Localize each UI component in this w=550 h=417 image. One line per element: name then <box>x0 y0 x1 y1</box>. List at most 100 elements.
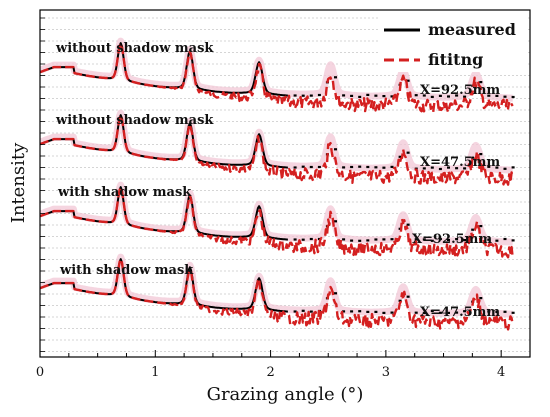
plot-frame <box>39 9 531 358</box>
panel-curves <box>40 109 516 187</box>
legend-measured-label: measured <box>428 20 516 39</box>
measured-point <box>366 239 370 242</box>
measured-point <box>309 165 313 169</box>
panel-position-label: X=47.5mm <box>420 155 500 170</box>
panel-position-label: X=92.5mm <box>420 83 500 98</box>
measured-point <box>366 93 370 96</box>
measured-point <box>511 95 515 99</box>
panel-curves <box>40 253 516 331</box>
x-tick-label: 1 <box>151 365 159 380</box>
measured-point <box>430 309 434 312</box>
panel-curves <box>40 181 516 259</box>
measured-point <box>334 76 337 79</box>
measured-point <box>487 238 491 241</box>
measured-point <box>495 94 499 97</box>
measured-point <box>390 165 394 168</box>
measured-point <box>366 310 370 313</box>
measured-point <box>342 94 346 97</box>
measured-point <box>293 166 297 169</box>
measured-point <box>293 238 297 241</box>
measured-point <box>358 239 362 242</box>
measured-point <box>422 311 426 315</box>
panel-condition-label: with shadow mask <box>57 185 192 200</box>
measured-point <box>374 94 378 97</box>
measured-point <box>301 94 305 97</box>
measured-point <box>503 310 507 313</box>
measured-point <box>511 239 515 242</box>
measured-point <box>374 166 378 169</box>
measured-point <box>301 165 305 168</box>
fitting-series <box>40 113 514 187</box>
measured-point <box>414 238 418 241</box>
measured-point <box>342 166 346 169</box>
measured-point <box>358 95 362 98</box>
measured-point <box>503 237 507 241</box>
measured-point <box>301 238 305 241</box>
measured-point <box>406 223 410 226</box>
measured-point <box>430 239 434 242</box>
measured-point <box>358 165 362 168</box>
measured-point <box>350 239 354 242</box>
y-axis-title: Intensity <box>8 142 29 223</box>
x-tick-label: 3 <box>382 365 390 380</box>
measured-point <box>447 238 450 241</box>
measured-point <box>495 310 499 313</box>
measured-point <box>503 95 507 98</box>
measured-point <box>309 310 313 313</box>
measured-point <box>398 155 402 158</box>
measured-point <box>471 228 475 231</box>
measured-point <box>438 311 442 314</box>
measured-point <box>422 238 426 241</box>
measured-point <box>374 238 378 241</box>
measured-point <box>350 165 354 169</box>
measured-point <box>422 94 426 97</box>
measured-point <box>334 148 337 151</box>
measured-point <box>511 311 515 314</box>
measured-point <box>309 94 313 97</box>
measured-point <box>447 166 450 169</box>
measured-point <box>447 95 450 98</box>
measured-point <box>438 94 442 97</box>
legend: measured fititng <box>378 14 528 72</box>
measured-point <box>438 237 442 241</box>
measured-point <box>455 94 459 97</box>
measured-point <box>495 239 499 242</box>
x-tick-label: 4 <box>497 365 505 380</box>
x-axis-title: Grazing angle (°) <box>207 384 364 405</box>
measured-point <box>334 220 337 223</box>
fitting-series <box>40 185 514 259</box>
measured-point <box>414 311 418 314</box>
measured-point <box>406 79 410 82</box>
measured-point <box>366 165 370 169</box>
measured-point <box>390 95 394 98</box>
measured-point <box>390 238 394 241</box>
measured-point <box>358 310 362 313</box>
measured-point <box>487 165 491 168</box>
fitting-series <box>40 41 514 114</box>
measured-point <box>390 311 394 314</box>
data-curves <box>40 37 516 331</box>
measured-point <box>511 166 515 169</box>
measured-point <box>301 309 305 312</box>
measured-point <box>398 299 402 302</box>
measured-point <box>422 167 426 170</box>
measured-point <box>479 297 483 300</box>
measured-point <box>463 95 467 98</box>
panel-position-label: X=92.5mm <box>412 232 492 247</box>
measured-point <box>374 310 378 313</box>
measured-point <box>350 94 354 97</box>
axis-ticks: 0 1 2 3 4 <box>36 17 505 380</box>
measured-point <box>463 239 467 242</box>
measured-point <box>455 311 459 314</box>
measured-point <box>342 310 346 313</box>
measured-point <box>382 238 386 241</box>
measured-point <box>317 165 321 169</box>
measured-point <box>479 153 483 156</box>
measured-point <box>438 167 442 171</box>
measured-point <box>447 311 450 314</box>
measured-point <box>382 166 386 169</box>
panel-position-label: X=47.5mm <box>420 305 500 320</box>
measured-point <box>479 225 483 228</box>
